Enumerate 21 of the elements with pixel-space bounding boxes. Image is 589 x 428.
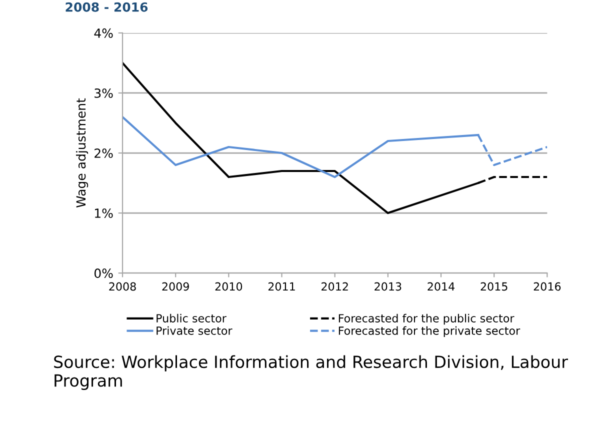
x-tick-label: 2016 xyxy=(534,282,561,291)
chart-title: 2008 - 2016 xyxy=(66,2,148,12)
y-tick-label: 4% xyxy=(94,28,113,38)
x-tick-label: 2010 xyxy=(215,282,242,291)
y-tick-label: 1% xyxy=(95,208,113,218)
y-tick-label: 0% xyxy=(94,268,113,278)
y-tick-label: 3% xyxy=(94,88,113,98)
legend-label: Public sector xyxy=(156,314,226,322)
x-tick-label: 2014 xyxy=(428,282,455,291)
legend-label: Forecasted for the public sector xyxy=(338,314,514,325)
x-tick-label: 2008 xyxy=(109,282,136,291)
x-tick-label: 2013 xyxy=(374,282,402,291)
legend-label: Forecasted for the private sector xyxy=(338,326,520,338)
legend-label: Private sector xyxy=(156,326,232,335)
x-tick-label: 2012 xyxy=(322,282,348,291)
source-note: Source: Workplace Information and Research Division, Labour Program xyxy=(54,355,568,390)
y-axis-title: Wage adjustment xyxy=(76,98,88,208)
x-tick-label: 2009 xyxy=(162,282,189,291)
x-tick-label: 2011 xyxy=(268,282,295,291)
x-tick-label: 2015 xyxy=(480,282,508,291)
y-tick-label: 2% xyxy=(94,148,113,158)
